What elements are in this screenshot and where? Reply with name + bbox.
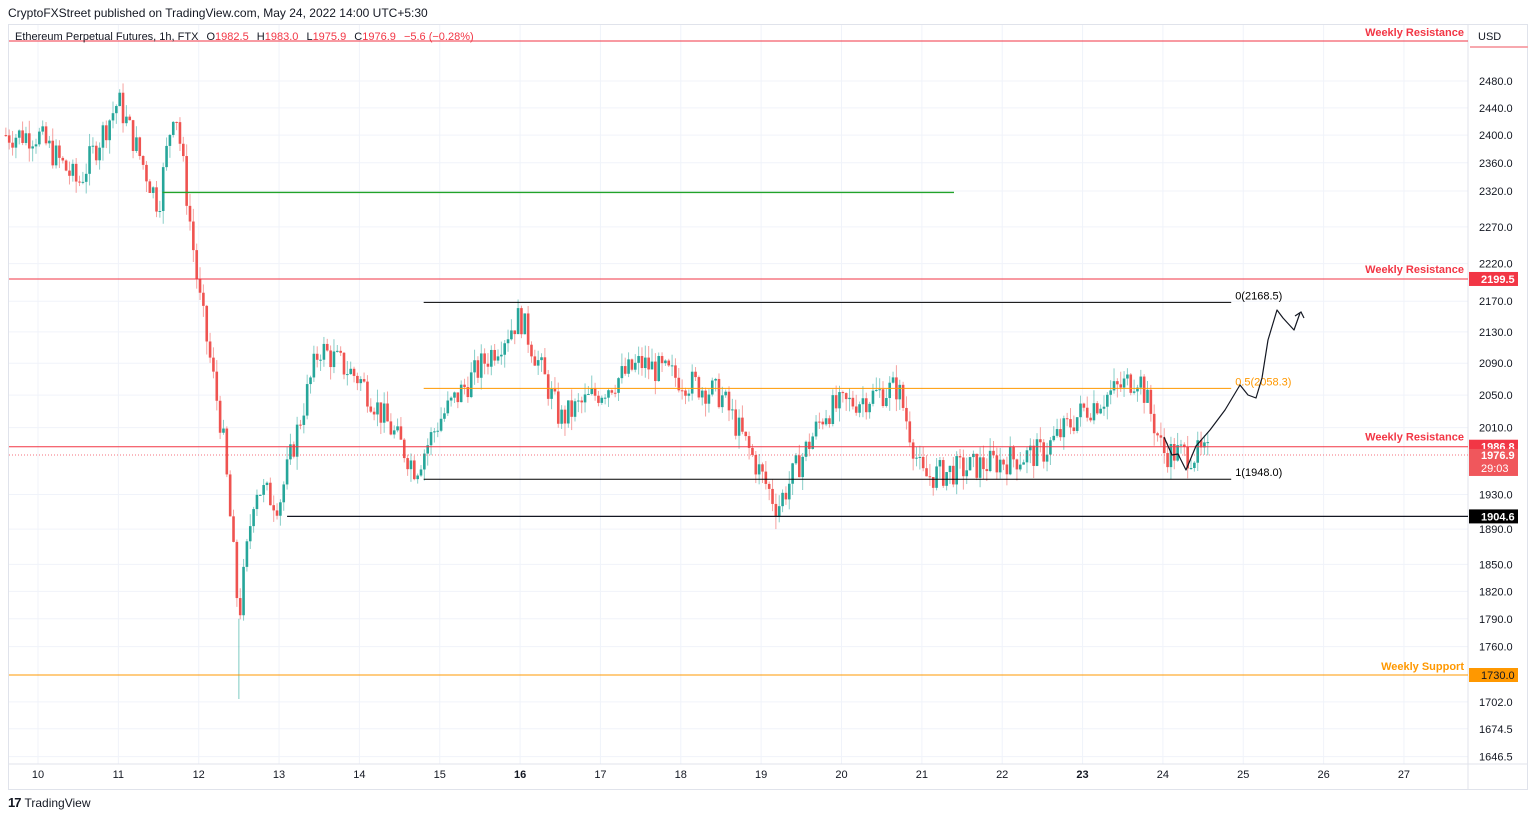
svg-text:24: 24 <box>1157 769 1169 781</box>
svg-text:26: 26 <box>1317 769 1329 781</box>
projection-drawing[interactable] <box>1163 309 1305 471</box>
svg-text:2270.0: 2270.0 <box>1479 222 1513 234</box>
low-label: L <box>306 31 313 43</box>
svg-text:18: 18 <box>675 769 687 781</box>
svg-text:13: 13 <box>273 769 285 781</box>
svg-text:1702.0: 1702.0 <box>1479 697 1513 709</box>
svg-text:2440.0: 2440.0 <box>1479 103 1513 115</box>
svg-text:1930.0: 1930.0 <box>1479 490 1513 502</box>
svg-text:22: 22 <box>996 769 1008 781</box>
weekly-resistance-label-top: Weekly Resistance <box>1365 27 1464 39</box>
svg-text:10: 10 <box>32 769 44 781</box>
svg-text:15: 15 <box>434 769 446 781</box>
svg-text:16: 16 <box>514 769 526 781</box>
svg-text:12: 12 <box>193 769 205 781</box>
fibonacci-retracement[interactable]: 0(2168.5) 0.5(2058.3) 1(1948.0) <box>423 290 1292 480</box>
svg-text:Weekly Resistance: Weekly Resistance <box>1365 264 1464 276</box>
svg-text:2480.0: 2480.0 <box>1479 76 1513 88</box>
svg-text:11: 11 <box>113 769 124 781</box>
published-info: CryptoFXStreet published on TradingView.… <box>8 6 428 20</box>
change-value: −5.6 (−0.28%) <box>403 31 474 43</box>
svg-text:1904.6: 1904.6 <box>1481 511 1515 523</box>
svg-text:0(2168.5): 0(2168.5) <box>1235 290 1282 302</box>
tradingview-brand[interactable]: 17 TradingView <box>8 795 91 810</box>
open-label: O <box>206 31 216 43</box>
close-label: C <box>354 31 363 43</box>
svg-text:2199.5: 2199.5 <box>1481 274 1515 286</box>
tradingview-logo-icon: 17 <box>8 795 22 810</box>
svg-text:1890.0: 1890.0 <box>1479 524 1513 536</box>
price-axis[interactable]: USD 2480.0 2440.0 2400.0 2360.0 2320.0 2270.0 2… <box>1470 31 1528 764</box>
svg-text:Weekly Resistance: Weekly Resistance <box>1365 432 1464 444</box>
tradingview-brand-text: TradingView <box>24 795 91 810</box>
svg-text:2400.0: 2400.0 <box>1479 130 1513 142</box>
svg-text:2220.0: 2220.0 <box>1479 259 1513 271</box>
svg-text:2090.0: 2090.0 <box>1479 358 1513 370</box>
svg-text:2130.0: 2130.0 <box>1479 327 1513 339</box>
current-price-badge: 1976.9 <box>1481 450 1515 462</box>
svg-text:2170.0: 2170.0 <box>1479 296 1513 308</box>
svg-text:17: 17 <box>594 769 606 781</box>
svg-text:19: 19 <box>755 769 767 781</box>
symbol-title: Ethereum Perpetual Futures, 1h, FTX <box>15 31 199 43</box>
open-value: 1982.5 <box>215 31 249 43</box>
svg-text:1646.5: 1646.5 <box>1479 752 1513 764</box>
svg-text:2320.0: 2320.0 <box>1479 186 1513 198</box>
svg-text:25: 25 <box>1237 769 1249 781</box>
high-label: H <box>256 31 265 43</box>
svg-text:23: 23 <box>1076 769 1088 781</box>
grid <box>9 25 1468 764</box>
time-axis[interactable]: 10 11 12 13 14 15 16 17 18 19 20 21 22 23 24 25 26 27 <box>32 769 1410 781</box>
currency-label: USD <box>1478 31 1501 43</box>
svg-text:27: 27 <box>1398 769 1410 781</box>
svg-text:1674.5: 1674.5 <box>1479 724 1513 736</box>
svg-text:1850.0: 1850.0 <box>1479 559 1513 571</box>
svg-text:14: 14 <box>353 769 365 781</box>
svg-text:1730.0: 1730.0 <box>1481 670 1515 682</box>
svg-text:1790.0: 1790.0 <box>1479 614 1513 626</box>
chart-frame <box>8 24 1528 790</box>
svg-text:2010.0: 2010.0 <box>1479 423 1513 435</box>
svg-text:2360.0: 2360.0 <box>1479 158 1513 170</box>
candles <box>4 83 1210 700</box>
low-value: 1975.9 <box>312 31 347 43</box>
svg-text:20: 20 <box>835 769 847 781</box>
high-value: 1983.0 <box>264 31 299 43</box>
svg-text:Weekly Support: Weekly Support <box>1381 661 1464 673</box>
svg-text:1820.0: 1820.0 <box>1479 586 1513 598</box>
bar-countdown: 29:03 <box>1481 463 1509 475</box>
svg-text:21: 21 <box>916 769 928 781</box>
svg-text:1(1948.0): 1(1948.0) <box>1235 467 1282 479</box>
symbol-legend: Ethereum Perpetual Futures, 1h, FTX O198… <box>15 31 474 43</box>
svg-text:1760.0: 1760.0 <box>1479 642 1513 654</box>
svg-text:2050.0: 2050.0 <box>1479 390 1513 402</box>
close-value: 1976.9 <box>362 31 396 43</box>
horizontal-levels[interactable]: Weekly Resistance Weekly Resistance 2199.5… <box>9 27 1518 682</box>
svg-text:0.5(2058.3): 0.5(2058.3) <box>1235 376 1291 388</box>
